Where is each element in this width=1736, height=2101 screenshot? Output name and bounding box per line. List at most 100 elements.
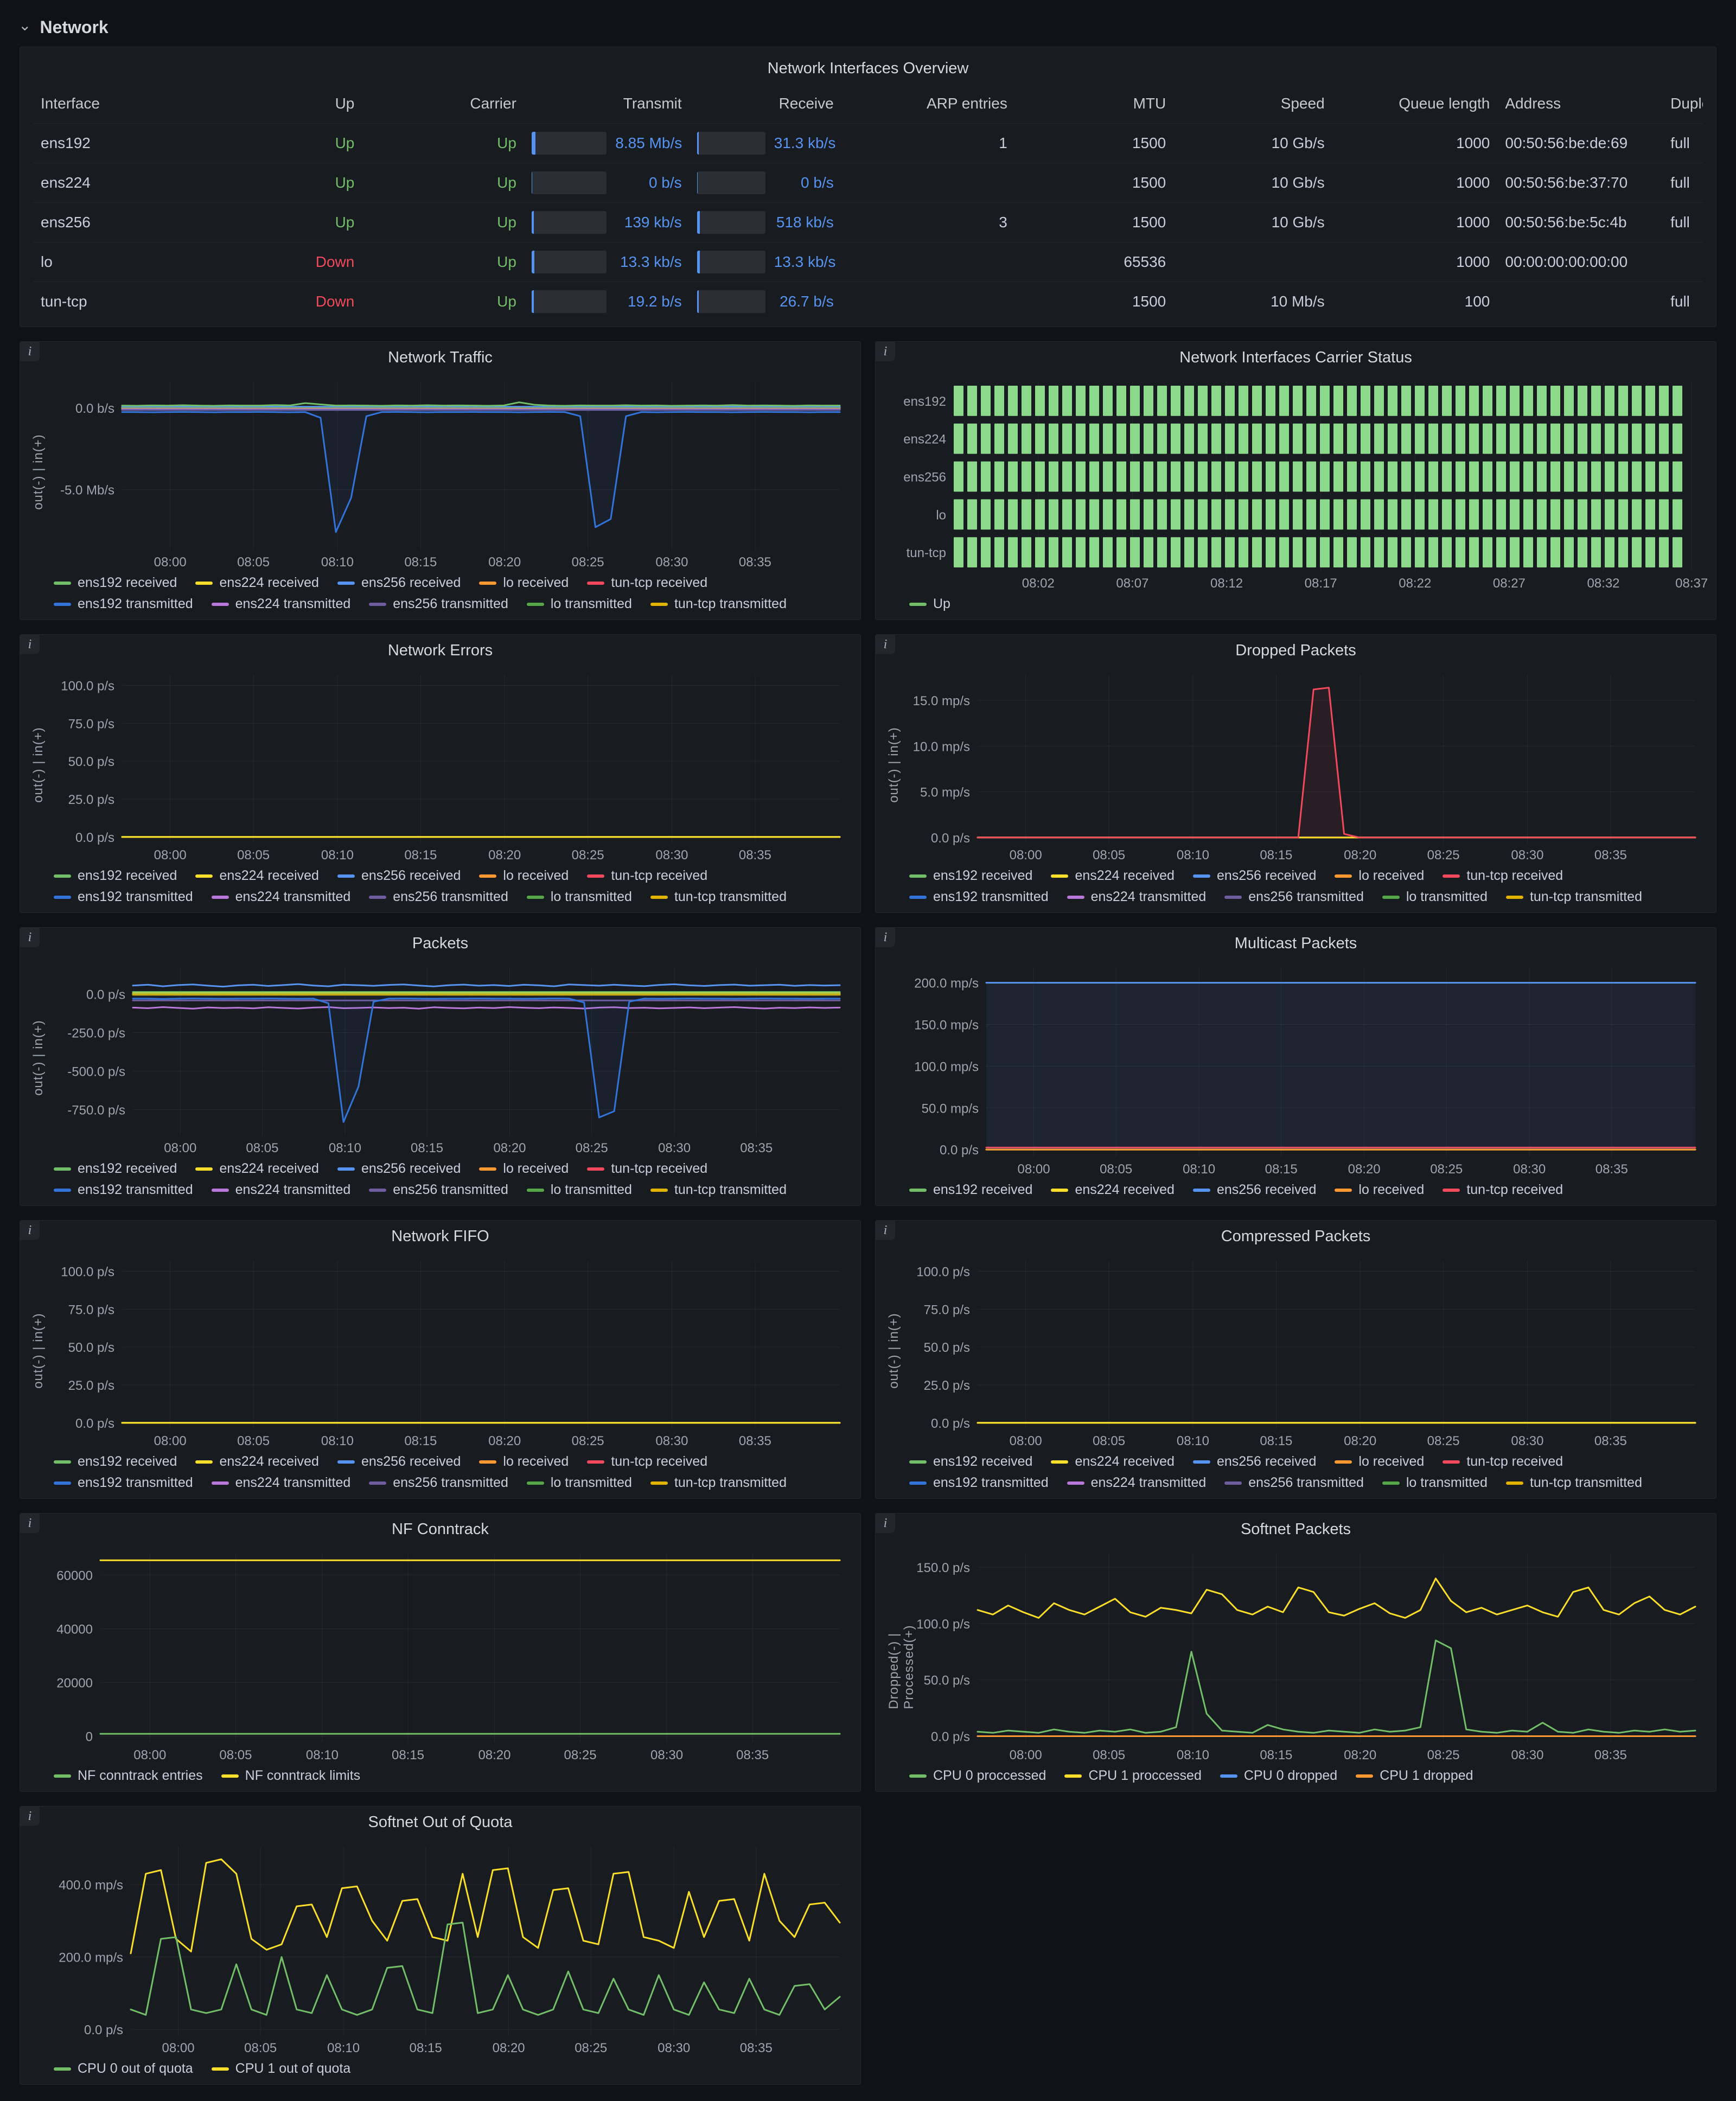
legend-item[interactable]: ens256 received <box>1192 868 1316 884</box>
legend-item[interactable]: ens192 transmitted <box>909 889 1049 905</box>
legend-item[interactable]: tun-tcp transmitted <box>650 889 787 905</box>
legend-item[interactable]: lo received <box>479 575 569 591</box>
col-header-address[interactable]: Address <box>1505 95 1561 112</box>
panel-info-icon[interactable]: i <box>20 928 40 947</box>
col-header-up[interactable]: Up <box>335 95 355 112</box>
legend-item[interactable]: ens256 transmitted <box>1224 1475 1364 1491</box>
legend-item[interactable]: ens224 received <box>195 575 319 591</box>
legend-item[interactable]: ens224 received <box>1051 868 1175 884</box>
legend-item[interactable]: ens224 received <box>1051 1182 1175 1198</box>
panel-title[interactable]: Network FIFO <box>391 1228 489 1245</box>
legend-item[interactable]: lo transmitted <box>1382 1475 1488 1491</box>
legend-item[interactable]: tun-tcp received <box>587 575 707 591</box>
legend-item[interactable]: lo received <box>479 1454 569 1470</box>
legend-item[interactable]: CPU 0 out of quota <box>54 2061 193 2077</box>
legend-item[interactable]: tun-tcp received <box>587 868 707 884</box>
legend-item[interactable]: CPU 0 dropped <box>1220 1768 1337 1784</box>
col-header-speed[interactable]: Speed <box>1280 95 1325 112</box>
chart-plot[interactable]: 08:00 08:05 08:10 08:15 08:20 08:25 08:30 08:35… <box>29 1838 852 2057</box>
legend-item[interactable]: CPU 1 proccessed <box>1064 1768 1202 1784</box>
chart-plot[interactable]: 08:00 08:05 08:10 08:15 08:20 08:25 08:30 08:35… <box>29 373 852 571</box>
legend-item[interactable]: ens224 transmitted <box>211 1475 350 1491</box>
legend-item[interactable]: lo transmitted <box>526 889 632 905</box>
legend-item[interactable]: ens256 received <box>1192 1454 1316 1470</box>
chart-plot[interactable]: 08:00 08:05 08:10 08:15 08:20 08:25 08:30 08:35… <box>884 666 1707 864</box>
legend-item[interactable]: ens256 received <box>337 1161 461 1177</box>
legend-item[interactable]: tun-tcp received <box>587 1454 707 1470</box>
panel-title[interactable]: Packets <box>412 935 469 952</box>
legend-item[interactable]: Up <box>909 596 950 612</box>
legend-item[interactable]: tun-tcp received <box>587 1161 707 1177</box>
panel-title[interactable]: Multicast Packets <box>1234 935 1357 952</box>
legend-item[interactable]: ens224 transmitted <box>1067 889 1206 905</box>
legend-item[interactable]: ens224 received <box>195 1161 319 1177</box>
panel-info-icon[interactable]: i <box>20 1806 40 1826</box>
panel-info-icon[interactable]: i <box>876 1514 895 1533</box>
chart-plot[interactable]: 08:00 08:05 08:10 08:15 08:20 08:25 08:30 08:35… <box>29 959 852 1157</box>
legend-item[interactable]: ens256 transmitted <box>369 596 508 612</box>
legend-item[interactable]: ens192 received <box>54 1454 177 1470</box>
legend-item[interactable]: ens192 received <box>909 868 1032 884</box>
legend-item[interactable]: ens224 transmitted <box>211 596 350 612</box>
legend-item[interactable]: ens192 transmitted <box>54 889 193 905</box>
section-row-network[interactable]: ⌄ Network <box>16 8 1720 47</box>
legend-item[interactable]: lo received <box>1335 1454 1424 1470</box>
legend-item[interactable]: lo transmitted <box>526 1475 632 1491</box>
legend-item[interactable]: ens192 received <box>909 1454 1032 1470</box>
legend-item[interactable]: tun-tcp received <box>1443 1454 1563 1470</box>
panel-info-icon[interactable]: i <box>20 342 40 361</box>
legend-item[interactable]: lo transmitted <box>526 1182 632 1198</box>
legend-item[interactable]: ens192 received <box>54 575 177 591</box>
panel-title[interactable]: Dropped Packets <box>1235 642 1356 659</box>
panel-info-icon[interactable]: i <box>20 1221 40 1240</box>
chart-plot[interactable]: 08:02 08:07 08:12 08:17 08:22 08:27 08:32 08:37… <box>884 373 1707 592</box>
col-header-carrier[interactable]: Carrier <box>470 95 516 112</box>
panel-title[interactable]: Softnet Packets <box>1240 1521 1351 1538</box>
legend-item[interactable]: lo transmitted <box>1382 889 1488 905</box>
legend-item[interactable]: ens224 transmitted <box>211 1182 350 1198</box>
legend-item[interactable]: ens256 transmitted <box>369 1475 508 1491</box>
legend-item[interactable]: ens192 transmitted <box>54 1475 193 1491</box>
legend-item[interactable]: lo received <box>479 1161 569 1177</box>
legend-item[interactable]: ens224 received <box>195 868 319 884</box>
legend-item[interactable]: tun-tcp transmitted <box>1505 1475 1642 1491</box>
col-header-duplex[interactable]: Duplex <box>1670 95 1703 112</box>
legend-item[interactable]: tun-tcp received <box>1443 1182 1563 1198</box>
legend-item[interactable]: ens224 transmitted <box>211 889 350 905</box>
panel-title[interactable]: Network Traffic <box>388 349 493 366</box>
legend-item[interactable]: ens192 received <box>909 1182 1032 1198</box>
legend-item[interactable]: NF conntrack limits <box>221 1768 360 1784</box>
col-header-receive[interactable]: Receive <box>778 95 834 112</box>
chart-plot[interactable]: 08:00 08:05 08:10 08:15 08:20 08:25 08:30 08:35… <box>884 959 1707 1178</box>
legend-item[interactable]: tun-tcp transmitted <box>650 1475 787 1491</box>
panel-info-icon[interactable]: i <box>20 635 40 654</box>
legend-item[interactable]: ens256 transmitted <box>1224 889 1364 905</box>
legend-item[interactable]: CPU 1 dropped <box>1356 1768 1473 1784</box>
legend-item[interactable]: tun-tcp transmitted <box>1505 889 1642 905</box>
col-header-transmit[interactable]: Transmit <box>623 95 682 112</box>
legend-item[interactable]: ens256 received <box>337 868 461 884</box>
legend-item[interactable]: CPU 0 proccessed <box>909 1768 1046 1784</box>
panel-title[interactable]: Compressed Packets <box>1221 1228 1371 1245</box>
chart-plot[interactable]: 08:00 08:05 08:10 08:15 08:20 08:25 08:30 08:35… <box>29 1545 852 1764</box>
legend-item[interactable]: ens192 received <box>54 868 177 884</box>
chart-plot[interactable]: 08:00 08:05 08:10 08:15 08:20 08:25 08:30 08:35… <box>29 1252 852 1449</box>
panel-title[interactable]: Softnet Out of Quota <box>368 1813 513 1831</box>
legend-item[interactable]: lo received <box>1335 1182 1424 1198</box>
panel-title[interactable]: Network Interfaces Overview <box>767 60 969 77</box>
panel-info-icon[interactable]: i <box>876 1221 895 1240</box>
legend-item[interactable]: ens192 received <box>54 1161 177 1177</box>
legend-item[interactable]: ens256 transmitted <box>369 889 508 905</box>
legend-item[interactable]: ens192 transmitted <box>909 1475 1049 1491</box>
legend-item[interactable]: ens192 transmitted <box>54 596 193 612</box>
legend-item[interactable]: ens224 received <box>195 1454 319 1470</box>
legend-item[interactable]: ens256 transmitted <box>369 1182 508 1198</box>
col-header-arp-entries[interactable]: ARP entries <box>926 95 1007 112</box>
panel-title[interactable]: NF Conntrack <box>392 1521 489 1538</box>
panel-info-icon[interactable]: i <box>20 1514 40 1533</box>
panel-info-icon[interactable]: i <box>876 635 895 654</box>
legend-item[interactable]: CPU 1 out of quota <box>211 2061 350 2077</box>
legend-item[interactable]: ens224 received <box>1051 1454 1175 1470</box>
legend-item[interactable]: lo received <box>479 868 569 884</box>
panel-info-icon[interactable]: i <box>876 928 895 947</box>
